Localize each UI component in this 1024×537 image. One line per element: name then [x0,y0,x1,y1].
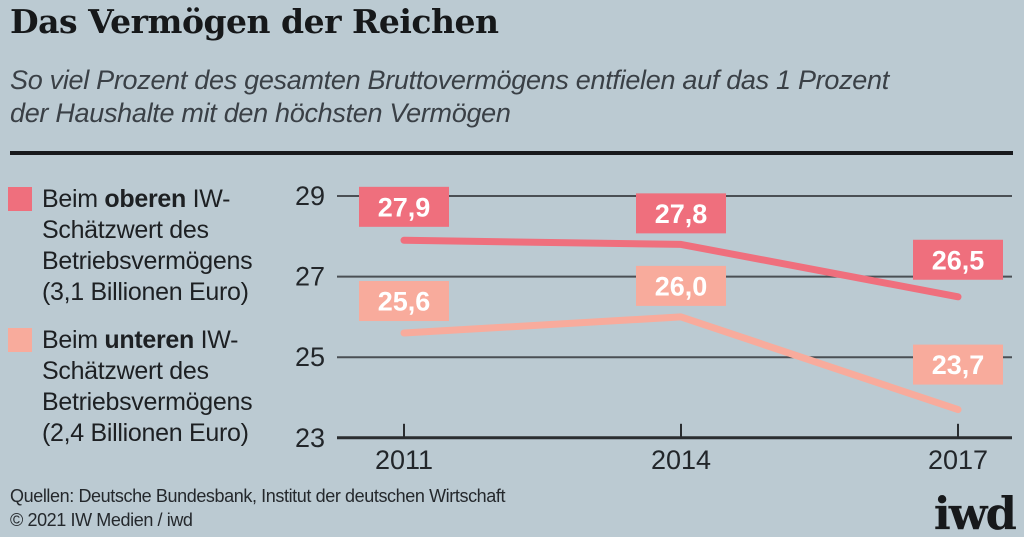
sources-note: Quellen: Deutsche Bundesbank, Institut d… [10,486,506,506]
value-label-box [636,193,726,234]
divider-rule [10,151,1013,155]
series-line-lower [400,313,962,414]
value-label: 26,5 [932,245,985,275]
legend-item-lower: Beim unteren IW-Schätzwert des Betriebsv… [8,325,293,449]
legend-emphasis: oberen [104,185,186,213]
copyright-note: © 2021 IW Medien / iwd [10,510,193,530]
value-label: 27,8 [655,199,708,229]
legend-label-lower: Beim unteren IW-Schätzwert des Betriebsv… [42,325,293,449]
subtitle-line: So viel Prozent des gesamten Bruttovermö… [10,65,889,95]
chart-legend: Beim oberen IW-Schätzwert des Betriebsve… [8,184,293,449]
chart-area: 23 25 27 29 2011 2014 2017 27,9 27,8 26,5 25,6 26,0… [295,170,1024,485]
value-label-box [636,265,726,306]
legend-prefix: Beim [42,326,98,354]
legend-emphasis: unteren [104,326,194,354]
value-label: 25,6 [378,287,431,317]
legend-prefix: Beim [42,185,98,213]
x-tick-label: 2017 [928,445,988,475]
x-tick-label: 2014 [651,445,711,475]
legend-rest: IW-Schätzwert des Betriebsvermögens (2,4… [42,326,253,447]
value-label-box [359,281,449,322]
value-label: 27,9 [378,192,431,222]
y-tick-label: 29 [295,181,325,211]
series-line-upper [400,236,962,301]
iwd-logo: iwd [933,486,1017,537]
value-label-box [359,186,449,227]
value-label-box [913,239,1003,280]
y-tick-label: 27 [295,262,325,292]
page-title: Das Vermögen der Reichen [10,2,499,41]
legend-rest: IW-Schätzwert des Betriebsvermögens (3,1… [42,185,253,306]
value-label: 23,7 [932,350,985,380]
legend-swatch-lower-icon [8,328,32,352]
line-chart: 23 25 27 29 2011 2014 2017 27,9 27,8 26,5 25,6 26,0… [295,181,1012,475]
footer: Quellen: Deutsche Bundesbank, Institut d… [10,484,505,532]
legend-item-upper: Beim oberen IW-Schätzwert des Betriebsve… [8,184,293,308]
x-tick-label: 2011 [375,445,433,475]
legend-swatch-upper-icon [8,187,32,211]
legend-label-upper: Beim oberen IW-Schätzwert des Betriebsve… [42,184,293,308]
y-tick-label: 25 [295,342,325,372]
subtitle: So viel Prozent des gesamten Bruttovermö… [10,64,889,130]
y-tick-label: 23 [295,423,325,453]
subtitle-line: der Haushalte mit den höchsten Vermögen [10,98,511,128]
value-label-box [913,344,1003,385]
value-label: 26,0 [655,271,708,301]
